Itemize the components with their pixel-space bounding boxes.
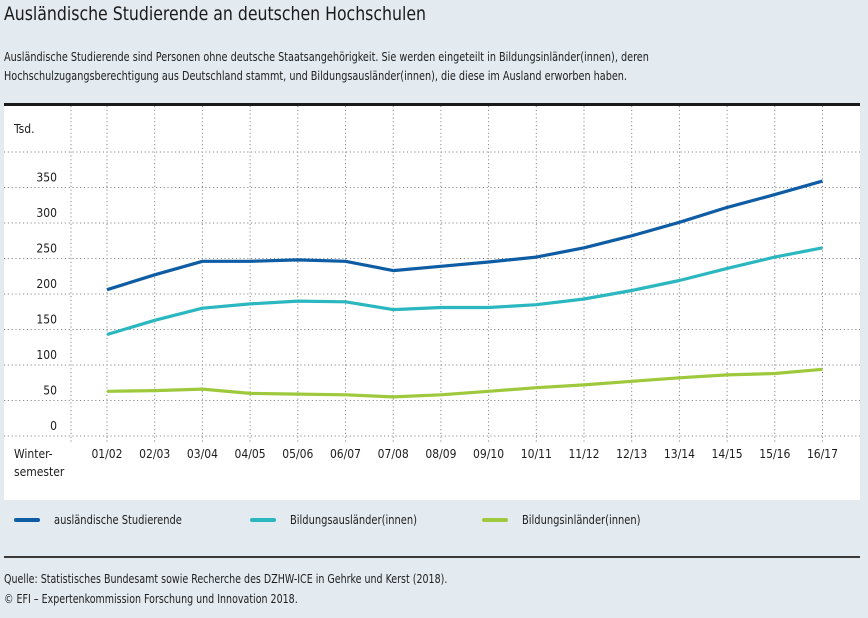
x-tick-label: 14/15: [712, 447, 743, 461]
y-tick-label: 350: [36, 171, 57, 185]
x-tick-label: 04/05: [235, 447, 266, 461]
intro-text: Ausländische Studierende sind Personen o…: [4, 47, 778, 85]
x-axis-ticks: 01/02 02/03 03/04 04/05 05/06 06/07 07/08 08/09…: [91, 447, 838, 461]
legend-swatch: [14, 517, 40, 522]
intro-line: Hochschulzugangsberechtigung aus Deutsch…: [4, 68, 628, 83]
series-lines: [106, 179, 823, 399]
series-line-bildungsinlaender: [106, 367, 823, 399]
series-line-bildungsauslaender: [106, 246, 823, 337]
y-tick-label: 100: [36, 348, 57, 362]
legend-swatch: [482, 517, 508, 522]
x-tick-label: 07/08: [378, 447, 409, 461]
x-tick-label: 12/13: [616, 447, 647, 461]
y-tick-label: 50: [43, 384, 57, 398]
x-tick-label: 06/07: [330, 447, 361, 461]
x-tick-label: 09/10: [473, 447, 504, 461]
legend-item-auslaendische-studierende: ausländische Studierende: [14, 512, 199, 527]
legend-item-bildungsauslaender: Bildungsausländer(innen): [250, 512, 434, 527]
x-tick-label: 01/02: [91, 447, 122, 461]
footer: Quelle: Statistisches Bundesamt sowie Re…: [4, 569, 447, 609]
intro-line: Ausländische Studierende sind Personen o…: [4, 49, 649, 64]
chart-title: Ausländische Studierende an deutschen Ho…: [4, 3, 426, 25]
legend-label: ausländische Studierende: [54, 512, 182, 527]
bottom-divider: [4, 556, 860, 558]
source-note: Quelle: Statistisches Bundesamt sowie Re…: [4, 572, 448, 586]
y-tick-label: 250: [36, 242, 57, 256]
x-tick-label: 05/06: [282, 447, 313, 461]
legend-label: Bildungsinländer(innen): [522, 512, 641, 527]
x-axis-label-line2: semester: [14, 465, 65, 479]
y-tick-label: 0: [50, 419, 57, 433]
x-tick-label: 13/14: [664, 447, 695, 461]
x-tick-label: 10/11: [521, 447, 552, 461]
x-tick-label: 02/03: [139, 447, 170, 461]
legend: ausländische Studierende Bildungsausländ…: [4, 512, 860, 534]
y-tick-label: 150: [36, 313, 57, 327]
plot-area: Tsd. 0 50 100 150 200 250 300 350 01/02 02/03 03/…: [4, 106, 860, 500]
legend-item-bildungsinlaender: Bildungsinländer(innen): [482, 512, 657, 527]
x-tick-label: 16/17: [807, 447, 838, 461]
x-tick-label: 15/16: [759, 447, 790, 461]
series-line-auslaendische-studierende: [106, 179, 823, 292]
x-axis-label-line1: Winter-: [14, 447, 53, 461]
top-divider: [4, 103, 860, 106]
y-tick-label: 200: [36, 277, 57, 291]
copyright-note: © EFI – Expertenkommission Forschung und…: [4, 592, 298, 606]
legend-label: Bildungsausländer(innen): [290, 512, 417, 527]
x-tick-label: 03/04: [187, 447, 218, 461]
y-axis-ticks: 0 50 100 150 200 250 300 350: [36, 171, 57, 434]
y-tick-label: 300: [36, 206, 57, 220]
x-tick-label: 11/12: [568, 447, 599, 461]
x-tick-label: 08/09: [425, 447, 456, 461]
legend-swatch: [250, 517, 276, 522]
line-chart: Tsd. 0 50 100 150 200 250 300 350 01/02 02/03 03/…: [4, 106, 860, 479]
y-axis-unit-label: Tsd.: [13, 122, 35, 136]
